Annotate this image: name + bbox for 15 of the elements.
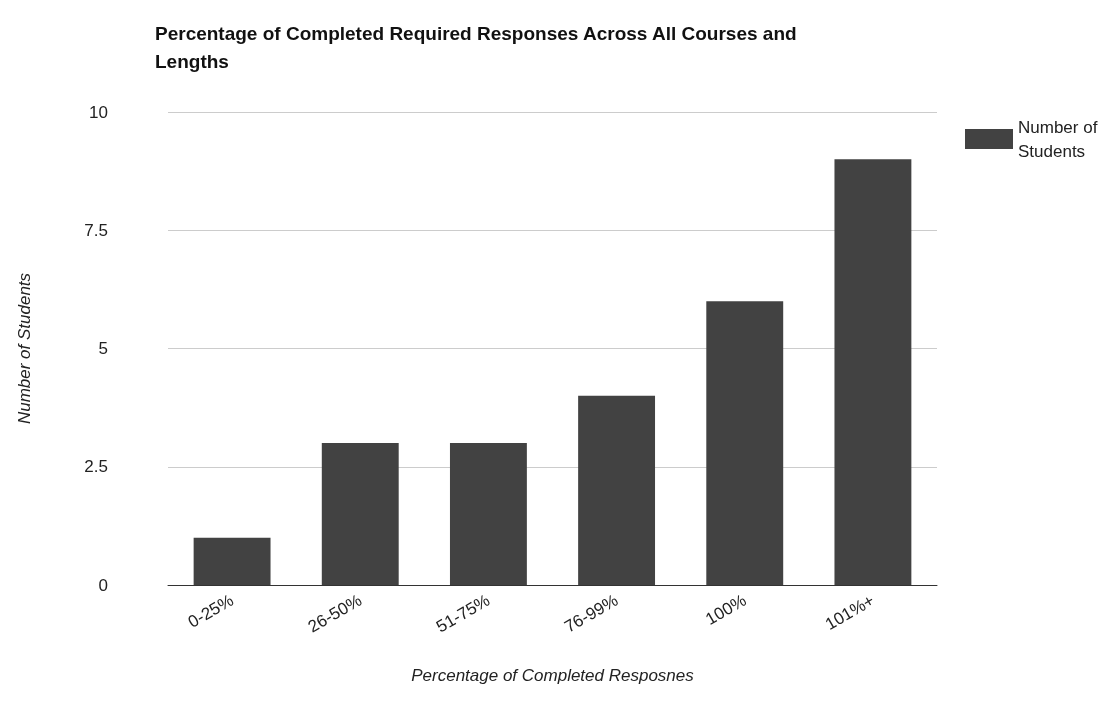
y-tick-label: 7.5 — [84, 220, 108, 240]
y-tick-label: 2.5 — [84, 457, 108, 477]
bar — [193, 537, 271, 585]
y-tick-label: 10 — [89, 102, 108, 122]
bar — [578, 395, 656, 585]
legend-label: Number of Students — [1018, 117, 1103, 161]
y-tick-label: 0 — [98, 575, 108, 595]
y-tick-label: 5 — [98, 339, 108, 358]
bar — [449, 443, 527, 585]
bar — [834, 159, 912, 585]
chart-title: Percentage of Completed Required Responses Across All Courses and Lengths — [155, 22, 802, 72]
x-axis-title: Percentage of Completed Resposnes — [411, 666, 695, 685]
bar — [706, 301, 784, 585]
bar — [321, 443, 399, 585]
y-axis-title: Number of Students — [15, 272, 34, 425]
